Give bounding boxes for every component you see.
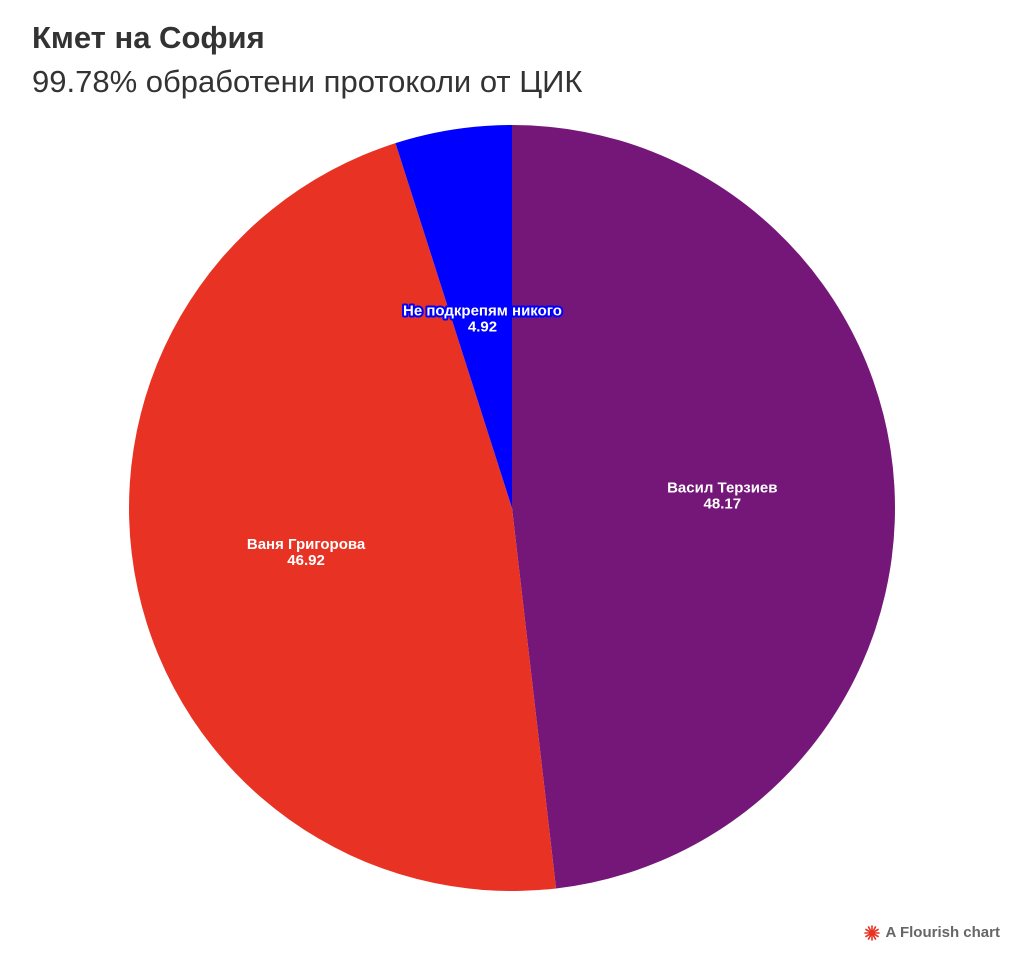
flourish-credit[interactable]: A Flourish chart <box>863 924 1000 941</box>
slice-label-name: Васил Терзиев <box>667 479 777 496</box>
slice-label-name: Ваня Григорова <box>247 536 366 553</box>
slice-label-value: 4.92 <box>468 318 497 335</box>
chart-title: Кмет на София <box>32 20 265 55</box>
pie-slice[interactable] <box>395 125 512 508</box>
slice-label-value: 48.17 <box>704 495 742 512</box>
pie-slice[interactable] <box>512 125 895 889</box>
flourish-logo-icon <box>863 924 880 941</box>
pie-slice[interactable] <box>129 143 557 891</box>
chart-subtitle: 99.78% обработени протоколи от ЦИК <box>32 64 583 99</box>
slice-label-value: 46.92 <box>287 552 325 569</box>
flourish-credit-text: A Flourish chart <box>885 924 1000 941</box>
pie-slices <box>129 125 895 891</box>
slice-label-name: Не подкрепям никого <box>403 302 562 319</box>
